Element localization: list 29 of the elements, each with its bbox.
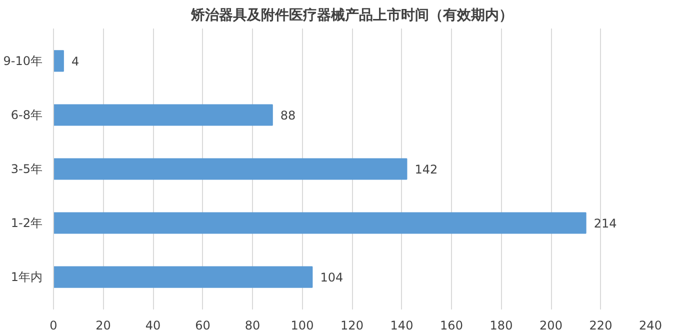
x-tick-label: 140 <box>390 318 414 332</box>
bar <box>54 104 273 126</box>
x-tick-label: 120 <box>340 318 364 332</box>
data-label: 88 <box>280 108 296 122</box>
x-tick-label: 20 <box>96 318 111 332</box>
x-tick-label: 40 <box>145 318 161 332</box>
y-tick-label: 3-5年 <box>10 162 43 176</box>
data-label: 104 <box>320 270 344 285</box>
data-label: 142 <box>414 162 438 176</box>
y-tick-label: 1-2年 <box>10 216 43 230</box>
y-tick-label: 1年内 <box>10 270 43 284</box>
x-tick-label: 0 <box>50 318 58 332</box>
x-tick-label: 200 <box>540 318 562 332</box>
x-tick-label: 60 <box>195 318 210 332</box>
y-tick-label: 6-8年 <box>10 108 43 122</box>
x-tick-label: 220 <box>589 318 612 332</box>
x-tick-label: 240 <box>639 318 662 332</box>
data-label: 4 <box>71 54 80 68</box>
x-tick-label: 180 <box>490 318 513 332</box>
chart-title: 矫治器具及附件医疗器械产品上市时间（有效期内） <box>190 6 513 24</box>
bar <box>54 212 586 234</box>
x-tick-label: 100 <box>290 318 314 332</box>
y-tick-label: 9-10年 <box>3 54 42 68</box>
bar <box>54 50 64 72</box>
x-tick-label: 80 <box>244 318 260 332</box>
bar <box>54 266 313 288</box>
bar <box>54 158 408 180</box>
data-label: 214 <box>594 216 617 231</box>
x-tick-label: 160 <box>440 318 463 332</box>
